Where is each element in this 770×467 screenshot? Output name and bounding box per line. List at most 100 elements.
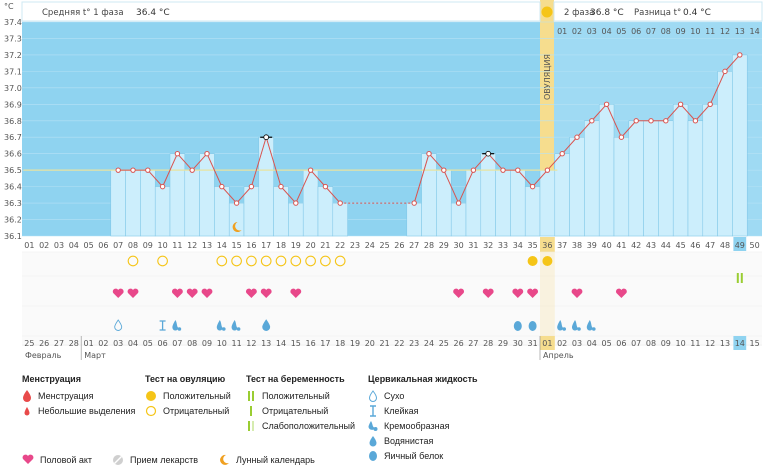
calendar-date-label: 08 <box>187 339 197 348</box>
temperature-point <box>529 183 536 190</box>
temperature-bar <box>495 169 511 237</box>
ovulation-date-cell <box>540 336 555 350</box>
ovulation-test-negative-icon <box>305 255 316 267</box>
temperature-bar <box>214 186 230 237</box>
cycle-day-label: 33 <box>498 241 508 250</box>
y-tick-label: 37.2 <box>4 51 22 60</box>
temperature-point <box>633 118 639 124</box>
temperature-point <box>589 118 595 124</box>
y-axis: °C 36.1 36.2 36.3 36.4 36.5 36.6 36.7 36.8 36.9 3… <box>4 2 22 241</box>
cycle-day-label: 09 <box>143 241 153 250</box>
calendar-date-label: 02 <box>557 339 567 348</box>
calendar-date-label: 28 <box>483 339 493 348</box>
cervical-eggwhite-icon <box>513 321 522 331</box>
cycle-day-label: 01 <box>24 241 34 250</box>
temperature-bar <box>687 120 704 237</box>
cycle-day-label: 16 <box>246 241 256 250</box>
temperature-segment <box>325 186 341 204</box>
phase2-day-label: 09 <box>676 27 686 36</box>
cervical-creamy-icon <box>571 320 578 331</box>
calendar-date-label: 26 <box>39 339 49 348</box>
cycle-day-label: 47 <box>705 241 715 250</box>
temperature-point <box>692 118 699 124</box>
legend-cervical-sticky-label: Клейкая <box>384 405 419 416</box>
calendar-date-label: 14 <box>735 339 745 348</box>
temperature-point <box>278 183 284 190</box>
calendar-date-label: 24 <box>424 339 434 348</box>
cycle-day-label: 21 <box>320 241 330 250</box>
cycle-day-label: 24 <box>365 241 375 250</box>
ovulation-sun-icon <box>541 6 553 18</box>
cervical-creamy-icon <box>231 320 238 331</box>
heart-icon <box>186 288 198 298</box>
symbol-area <box>22 252 762 344</box>
cycle-day-label: 13 <box>202 241 212 250</box>
legend-menstruation-label: Менструация <box>38 390 94 401</box>
temperature-bar <box>539 169 556 237</box>
cycle-day-label: 46 <box>690 241 700 250</box>
cycle-day-label: 38 <box>572 241 582 250</box>
temperature-bar <box>317 186 334 237</box>
cycle-day-label: 35 <box>528 241 538 250</box>
temperature-point <box>115 167 121 173</box>
heart-icon <box>512 288 524 298</box>
cervical-creamy-dot <box>592 327 596 331</box>
ovulation-day-cell <box>540 237 555 252</box>
legend-bottom: Половой акт Прием лекарств Лунный календ… <box>22 452 315 467</box>
cervical-creamy-icon <box>586 320 593 331</box>
temperature-bar <box>643 120 659 237</box>
legend-menstruation-title: Менструация <box>22 374 81 384</box>
calendar-date-label: 14 <box>276 339 286 348</box>
calendar-date-label: 10 <box>676 339 686 348</box>
legend-ovulation-test-title: Тест на овуляцию <box>145 374 226 384</box>
temperature-segment <box>443 169 460 204</box>
legend-intercourse-label: Половой акт <box>40 454 93 465</box>
legend-spotting-label: Небольшие выделения <box>38 405 136 416</box>
ovulation-test-positive-icon <box>542 256 553 266</box>
temperature-point <box>189 167 195 173</box>
calendar-date-label: 15 <box>291 339 301 348</box>
cervical-creamy-dot <box>222 327 226 331</box>
legend-cervical-eggwhite: Яичный белок <box>368 448 478 463</box>
eggwhite-icon <box>369 450 377 461</box>
temperature-bar <box>510 169 526 237</box>
calendar-date-label: 02 <box>98 339 108 348</box>
phase2-day-label: 03 <box>587 27 597 36</box>
temperature-segment <box>576 120 593 138</box>
temperature-bar <box>613 136 630 237</box>
cycle-day-label: 10 <box>158 241 168 250</box>
temperature-bar <box>569 136 585 237</box>
heart-icon <box>171 288 183 298</box>
temperature-segment <box>547 153 563 171</box>
legend-medication-label: Прием лекарств <box>130 454 199 465</box>
temperature-segment <box>532 169 548 187</box>
moon-icon <box>232 222 242 232</box>
legend-pregnancy-negative-label: Отрицательный <box>262 405 329 416</box>
temperature-segment <box>310 169 326 187</box>
cervical-sticky-icon <box>159 320 166 331</box>
header-phase1 <box>21 1 541 22</box>
temperature-bar <box>717 71 733 237</box>
legend-pregnancy-positive: Положительный <box>246 388 355 403</box>
calendar-date-label: 01 <box>84 339 94 348</box>
legend-ovulation-positive-label: Положительный <box>163 390 231 401</box>
temperature-segment <box>680 103 696 122</box>
cycle-day-label: 26 <box>394 241 404 250</box>
y-tick-label: 36.7 <box>4 133 22 142</box>
temperature-segment <box>665 103 681 122</box>
calendar-date-label: 07 <box>172 339 182 348</box>
cervical-eggwhite-icon <box>528 321 537 331</box>
phase2-label: 2 фаза <box>564 8 594 18</box>
temperature-point <box>426 150 432 157</box>
calendar-date-label: 10 <box>217 339 227 348</box>
y-tick-label: 37.3 <box>4 34 22 43</box>
cycle-day-label: 39 <box>587 241 597 250</box>
temperature-bar <box>184 169 200 237</box>
temperature-point <box>219 183 225 190</box>
legend-cervical: Цервикальная жидкость Сухо Клейкая Кремо… <box>368 374 478 463</box>
legend-cervical-dry: Сухо <box>368 388 478 403</box>
temperature-point <box>722 68 728 75</box>
temperature-bar <box>584 120 600 237</box>
heart-icon <box>245 288 257 298</box>
temperature-segment <box>295 169 312 204</box>
